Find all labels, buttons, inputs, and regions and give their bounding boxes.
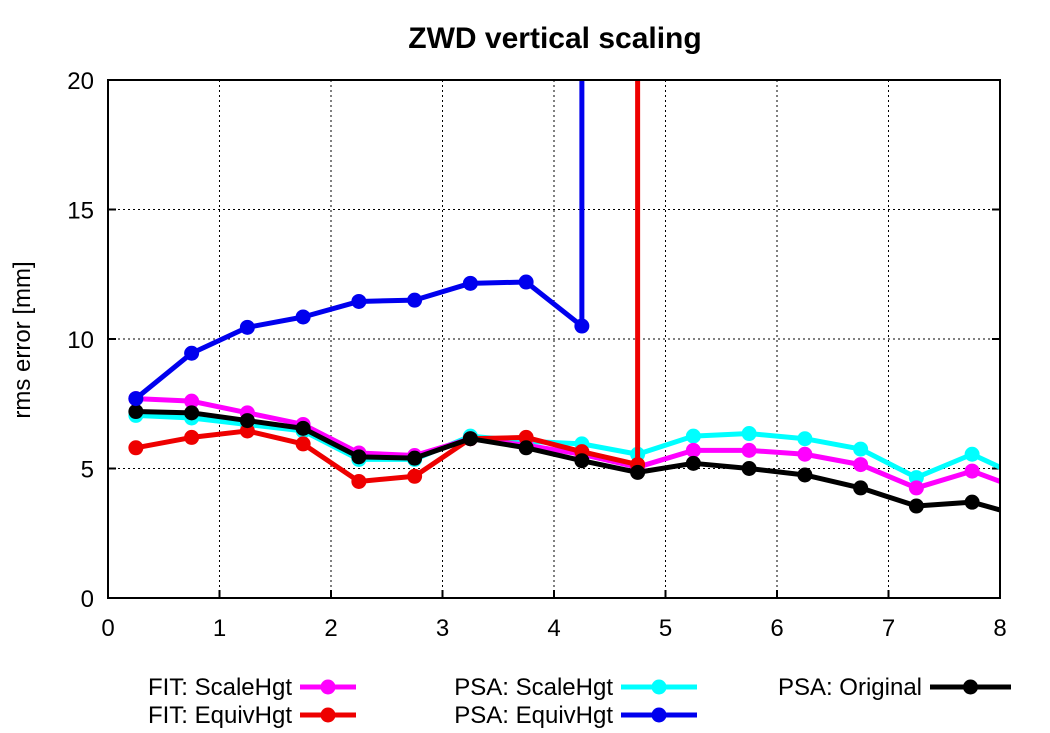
data-point <box>797 431 813 447</box>
data-point <box>128 440 144 456</box>
data-point <box>741 461 757 476</box>
data-point <box>964 446 980 462</box>
x-tick-label: 1 <box>213 615 226 642</box>
data-point <box>853 457 869 473</box>
legend-label: FIT: ScaleHgt <box>148 674 292 701</box>
data-point <box>574 453 590 469</box>
y-tick-label: 5 <box>81 457 94 484</box>
data-point <box>685 442 701 458</box>
x-tick-label: 3 <box>436 615 449 642</box>
legend-swatch-marker <box>320 707 336 723</box>
data-point <box>351 473 367 489</box>
legend-label: FIT: EquivHgt <box>148 702 292 729</box>
data-point <box>908 498 924 514</box>
x-tick-label: 6 <box>770 615 783 642</box>
data-point <box>184 429 200 445</box>
data-point <box>407 292 423 308</box>
data-point <box>630 464 646 480</box>
data-point <box>741 442 757 458</box>
tick-labels: 0 1 2 3 4 5 6 7 8 0 5 10 15 20 <box>67 68 1006 642</box>
series-lines <box>128 80 1000 514</box>
x-tick-label: 7 <box>882 615 895 642</box>
data-point <box>128 391 144 407</box>
y-tick-label: 10 <box>67 327 94 354</box>
data-point <box>351 449 367 465</box>
x-tick-label: 4 <box>547 615 560 642</box>
data-point <box>518 429 534 445</box>
chart-title: ZWD vertical scaling <box>408 22 701 55</box>
data-point <box>741 426 757 442</box>
data-point <box>462 275 478 291</box>
data-point <box>407 468 423 484</box>
grid <box>108 80 1000 598</box>
data-point <box>295 420 311 436</box>
data-point <box>184 393 200 409</box>
data-point <box>797 446 813 462</box>
series-line <box>134 80 585 401</box>
data-point <box>184 345 200 361</box>
y-tick-label: 0 <box>81 586 94 613</box>
legend-swatch-marker <box>963 679 978 695</box>
data-point <box>184 405 200 421</box>
data-point <box>518 274 534 290</box>
data-point <box>574 318 590 334</box>
legend-item: PSA: ScaleHgt <box>454 674 697 701</box>
data-point <box>128 404 144 420</box>
legend-item: PSA: EquivHgt <box>454 702 697 729</box>
y-tick-label: 20 <box>67 68 94 95</box>
data-point <box>407 450 423 466</box>
data-point <box>685 455 701 471</box>
series-4 <box>128 404 1000 514</box>
data-point <box>295 309 311 325</box>
legend-swatch-marker <box>651 707 667 723</box>
series-1 <box>128 80 646 489</box>
x-tick-label: 8 <box>993 615 1006 642</box>
data-point <box>295 436 311 452</box>
data-point <box>964 463 980 479</box>
x-tick-label: 2 <box>324 615 337 642</box>
data-point <box>518 440 534 456</box>
legend-label: PSA: ScaleHgt <box>454 674 613 701</box>
x-tick-label: 0 <box>101 615 114 642</box>
legend-item: FIT: EquivHgt <box>148 702 356 729</box>
data-point <box>853 480 869 496</box>
data-point <box>239 319 255 335</box>
data-point <box>239 423 255 439</box>
data-point <box>964 494 980 510</box>
legend-label: PSA: EquivHgt <box>454 702 613 729</box>
data-point <box>908 480 924 496</box>
y-tick-label: 15 <box>67 198 94 225</box>
series-3 <box>128 80 590 407</box>
data-point <box>908 470 924 486</box>
data-point <box>462 431 478 447</box>
legend-swatch-marker <box>651 679 667 695</box>
data-point <box>853 441 869 457</box>
data-point <box>239 413 255 429</box>
data-point <box>351 293 367 309</box>
legend-item: FIT: ScaleHgt <box>148 674 356 701</box>
legend-swatch-marker <box>320 679 336 695</box>
plot-frame <box>107 79 1001 599</box>
data-point <box>797 467 813 483</box>
legend-item: PSA: Original <box>778 674 1011 701</box>
legend-label: PSA: Original <box>778 674 922 701</box>
y-axis-label: rms error [mm] <box>9 261 36 418</box>
data-point <box>685 428 701 444</box>
x-tick-label: 5 <box>659 615 672 642</box>
